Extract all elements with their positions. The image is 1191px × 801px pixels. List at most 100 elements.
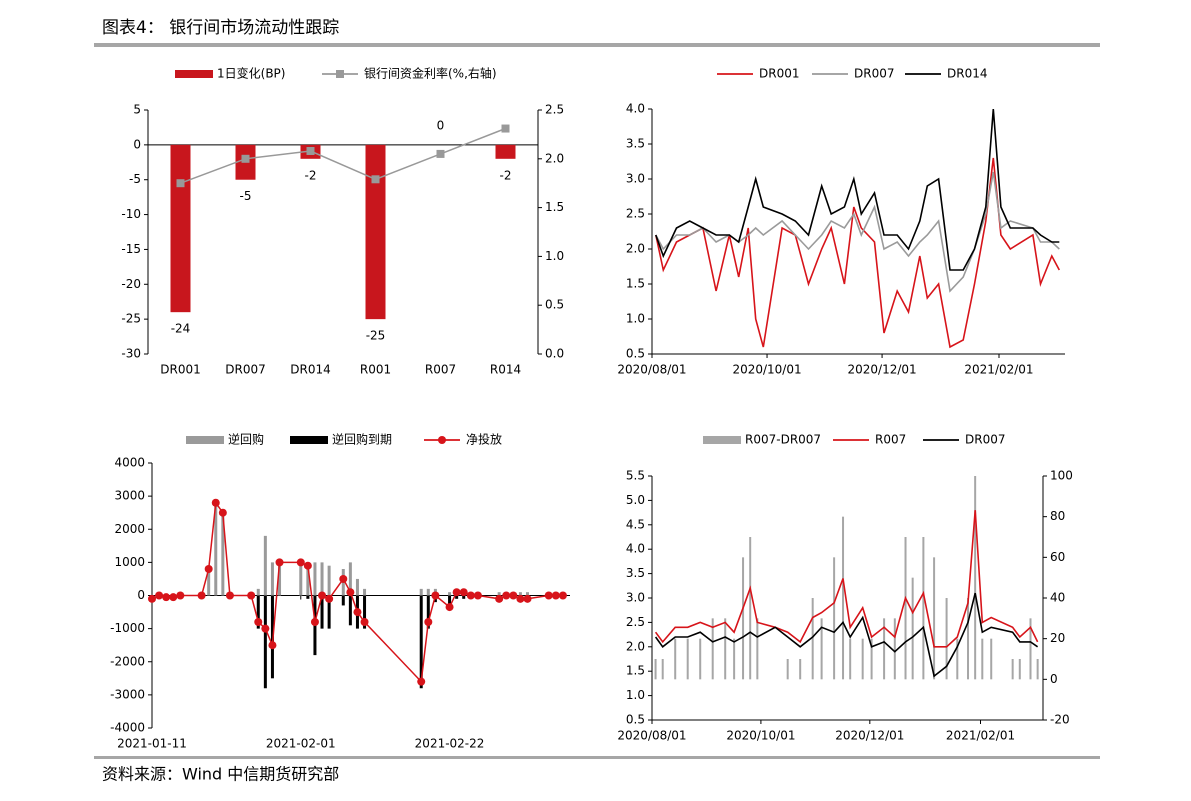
source-note: 资料来源：Wind 中信期货研究部 — [102, 765, 339, 784]
legend-label: DR007 — [854, 67, 894, 81]
x-tick-label: 2021-02-22 — [415, 737, 485, 751]
bar — [214, 502, 218, 596]
marker — [431, 591, 440, 600]
marker — [495, 594, 504, 603]
y2-tick-label: 0.5 — [545, 298, 564, 312]
bar — [525, 592, 529, 596]
y-tick-label: 1.5 — [626, 277, 645, 291]
bar — [981, 638, 984, 680]
bar — [426, 595, 430, 629]
line — [654, 592, 1039, 678]
y-tick-label: 1.0 — [626, 688, 645, 702]
bar — [363, 588, 367, 596]
bar — [320, 562, 324, 596]
marker — [247, 591, 256, 600]
marker — [225, 591, 234, 600]
marker — [197, 591, 206, 600]
bar — [811, 598, 814, 680]
bar — [495, 144, 516, 159]
marker — [218, 508, 227, 517]
y-tick-label: 5.5 — [626, 469, 645, 483]
bar — [686, 638, 689, 680]
legend-label: R007 — [875, 433, 906, 447]
marker — [452, 588, 461, 597]
bar — [327, 595, 331, 629]
bar — [348, 595, 352, 626]
bar — [922, 537, 925, 680]
x-tick-label: DR014 — [290, 363, 330, 377]
bar — [365, 144, 386, 320]
bar — [419, 595, 423, 689]
bar — [956, 638, 959, 680]
y2-tick-label: 100 — [1050, 469, 1073, 483]
bar — [967, 598, 970, 680]
y-tick-label: -5 — [129, 172, 141, 186]
data-label: -5 — [240, 189, 252, 203]
x-tick-label: 2020/10/01 — [726, 729, 795, 743]
bar — [313, 562, 317, 596]
bar — [263, 535, 267, 596]
legend-label: 银行间资金利率(%,右轴) — [364, 66, 497, 81]
bar — [497, 592, 501, 596]
bar — [270, 562, 274, 596]
legend-label: 1日变化(BP) — [217, 66, 285, 81]
bar — [749, 537, 752, 680]
y-tick-label: 2.5 — [626, 207, 645, 221]
bar — [207, 569, 211, 596]
bar — [724, 618, 727, 680]
x-tick-label: DR007 — [225, 363, 265, 377]
bar — [419, 588, 423, 596]
legend-label: R007-DR007 — [745, 433, 821, 447]
y-tick-label: 1.0 — [626, 312, 645, 326]
legend-label: 逆回购 — [228, 432, 264, 447]
marker — [501, 124, 510, 133]
marker — [509, 591, 518, 600]
bar — [861, 638, 864, 680]
y-tick-label: -15 — [121, 242, 141, 256]
bar — [1011, 659, 1014, 680]
bar — [883, 618, 886, 680]
x-tick-label: R001 — [360, 363, 391, 377]
footer-rule — [94, 756, 1100, 759]
y-tick-label: -1000 — [110, 621, 145, 635]
marker — [155, 591, 164, 600]
bar — [699, 638, 702, 680]
bar — [1029, 618, 1032, 680]
line — [655, 108, 1060, 271]
bar — [518, 592, 522, 596]
x-tick-label: 2021/02/01 — [964, 363, 1033, 377]
bar — [278, 562, 282, 596]
marker — [459, 588, 468, 597]
bar — [974, 476, 977, 680]
bar — [256, 595, 260, 629]
y-tick-label: 2000 — [114, 522, 145, 536]
bar — [842, 516, 845, 680]
y-tick-label: 4.5 — [626, 517, 645, 531]
y-tick-label: -3000 — [110, 687, 145, 701]
bar — [820, 618, 823, 680]
bar — [833, 557, 836, 680]
y-tick-label: 2.0 — [626, 639, 645, 653]
bar — [904, 537, 907, 680]
y-tick-label: 3.0 — [626, 172, 645, 186]
line — [654, 510, 1039, 648]
bar — [299, 562, 303, 596]
legend-swatch — [703, 436, 741, 444]
y-tick-label: 3.0 — [626, 591, 645, 605]
bar — [306, 595, 310, 599]
x-tick-label: DR001 — [160, 363, 200, 377]
legend-label: DR014 — [947, 67, 987, 81]
bar — [455, 595, 459, 599]
y2-tick-label: 80 — [1050, 509, 1065, 523]
bar — [870, 638, 873, 680]
marker — [445, 603, 454, 612]
marker — [424, 618, 433, 626]
marker — [318, 591, 327, 600]
marker — [176, 179, 185, 188]
y2-tick-label: 2.0 — [545, 151, 564, 165]
marker — [268, 641, 277, 650]
marker — [466, 591, 475, 600]
legend-swatch — [175, 70, 213, 78]
header-rule — [94, 43, 1100, 47]
bar — [363, 595, 367, 629]
